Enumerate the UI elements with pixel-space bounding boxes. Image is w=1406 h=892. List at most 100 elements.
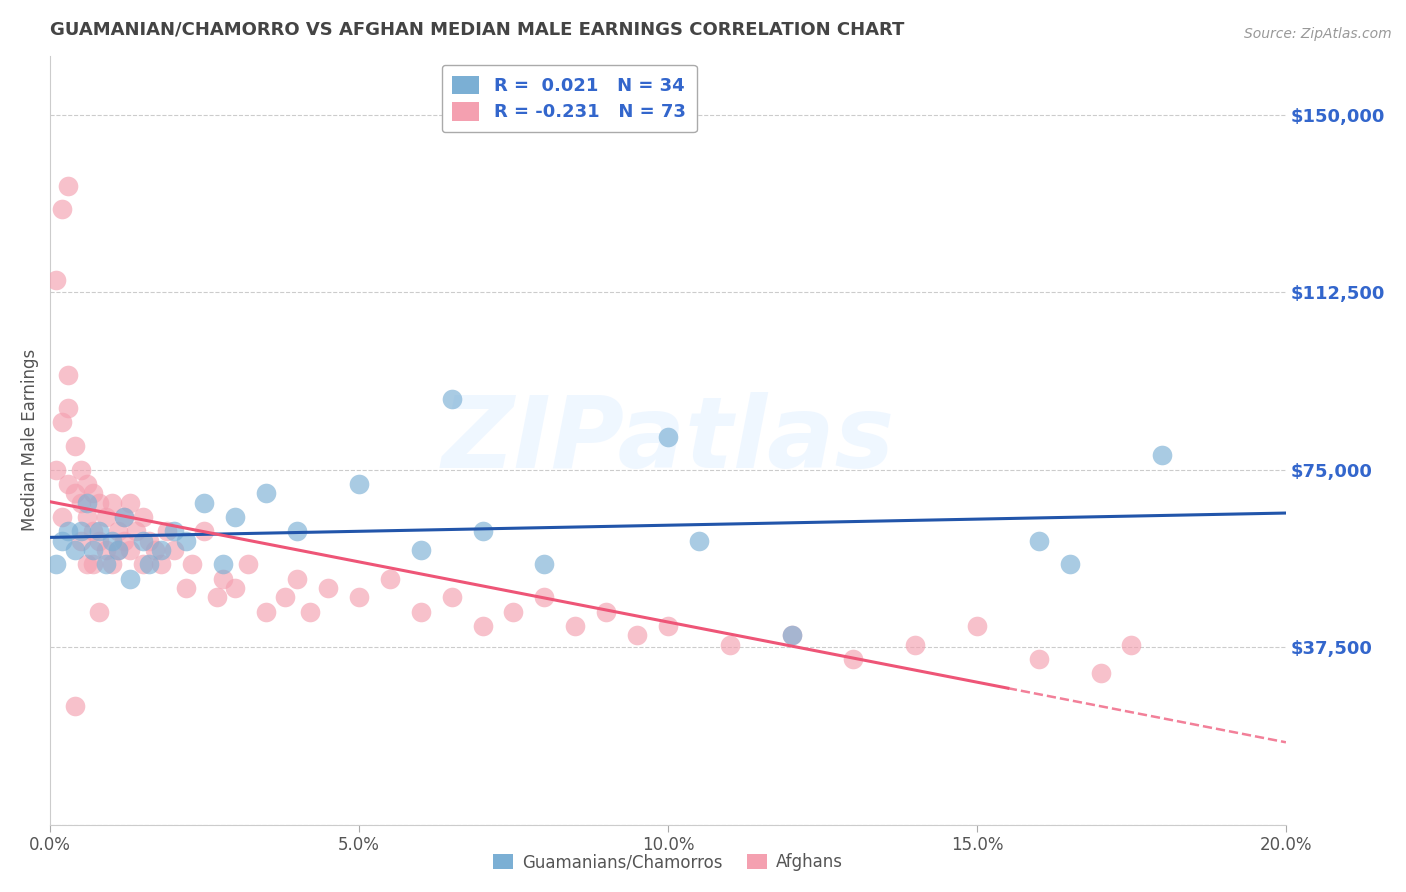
Point (274, 591, 297, 605)
Point (76, 476, 98, 491)
Point (1059, 558, 1081, 572)
Point (69, 533, 91, 548)
Legend: Guamanians/Chamorros, Afghans: Guamanians/Chamorros, Afghans (486, 847, 849, 878)
Point (89, 496, 111, 510)
Point (100, 533, 122, 548)
Point (94, 510, 117, 524)
Text: Source: ZipAtlas.com: Source: ZipAtlas.com (1244, 27, 1392, 41)
Point (347, 476, 370, 491)
Point (76, 496, 98, 510)
Point (120, 543, 142, 558)
Point (107, 524, 129, 539)
Point (107, 543, 129, 558)
Point (533, 591, 555, 605)
Point (131, 558, 153, 572)
Point (82, 524, 104, 539)
Point (69, 496, 91, 510)
Point (780, 628, 803, 642)
Point (45, 463, 67, 477)
Point (82, 543, 104, 558)
Point (1028, 652, 1050, 666)
Point (150, 543, 173, 558)
Point (89, 605, 111, 619)
Point (205, 591, 228, 605)
Point (595, 605, 617, 619)
Point (63, 486, 86, 500)
Point (440, 392, 463, 406)
Point (193, 496, 215, 510)
Point (1152, 449, 1174, 463)
Point (156, 524, 179, 539)
Point (533, 558, 555, 572)
Point (212, 572, 235, 586)
Point (193, 524, 215, 539)
Point (63, 543, 86, 558)
Point (120, 572, 142, 586)
Point (254, 486, 277, 500)
Point (45, 558, 67, 572)
Point (58, 401, 80, 416)
Point (51, 533, 73, 548)
Point (285, 572, 308, 586)
Point (409, 605, 432, 619)
Point (1028, 533, 1050, 548)
Point (254, 605, 277, 619)
Point (780, 628, 803, 642)
Point (212, 558, 235, 572)
Point (842, 652, 865, 666)
Point (966, 619, 988, 633)
Point (236, 558, 259, 572)
Point (347, 591, 370, 605)
Point (131, 533, 153, 548)
Point (138, 558, 160, 572)
Point (471, 619, 494, 633)
Point (89, 524, 111, 539)
Point (58, 178, 80, 193)
Point (131, 510, 153, 524)
Point (82, 486, 104, 500)
Point (107, 543, 129, 558)
Point (100, 558, 122, 572)
Point (112, 510, 135, 524)
Point (51, 416, 73, 430)
Point (224, 510, 246, 524)
Point (378, 572, 401, 586)
Point (63, 439, 86, 453)
Point (51, 510, 73, 524)
Point (76, 510, 98, 524)
Point (1090, 666, 1112, 681)
Point (143, 543, 166, 558)
Point (224, 581, 246, 595)
Point (174, 533, 197, 548)
Point (125, 524, 148, 539)
Y-axis label: Median Male Earnings: Median Male Earnings (21, 349, 39, 532)
Point (51, 202, 73, 217)
Point (58, 476, 80, 491)
Point (112, 533, 135, 548)
Point (688, 533, 710, 548)
Text: GUAMANIAN/CHAMORRO VS AFGHAN MEDIAN MALE EARNINGS CORRELATION CHART: GUAMANIAN/CHAMORRO VS AFGHAN MEDIAN MALE… (51, 21, 904, 39)
Point (471, 524, 494, 539)
Point (564, 619, 586, 633)
Point (904, 638, 927, 652)
Point (718, 638, 741, 652)
Point (63, 699, 86, 714)
Point (69, 463, 91, 477)
Point (502, 605, 524, 619)
Point (82, 558, 104, 572)
Point (316, 581, 339, 595)
Point (150, 558, 173, 572)
Point (76, 558, 98, 572)
Point (58, 368, 80, 382)
Point (409, 543, 432, 558)
Point (89, 533, 111, 548)
Point (657, 429, 679, 443)
Point (174, 581, 197, 595)
Point (298, 605, 321, 619)
Point (45, 273, 67, 287)
Point (181, 558, 204, 572)
Text: ZIPatlas: ZIPatlas (441, 392, 894, 489)
Point (69, 524, 91, 539)
Point (440, 591, 463, 605)
Point (94, 543, 117, 558)
